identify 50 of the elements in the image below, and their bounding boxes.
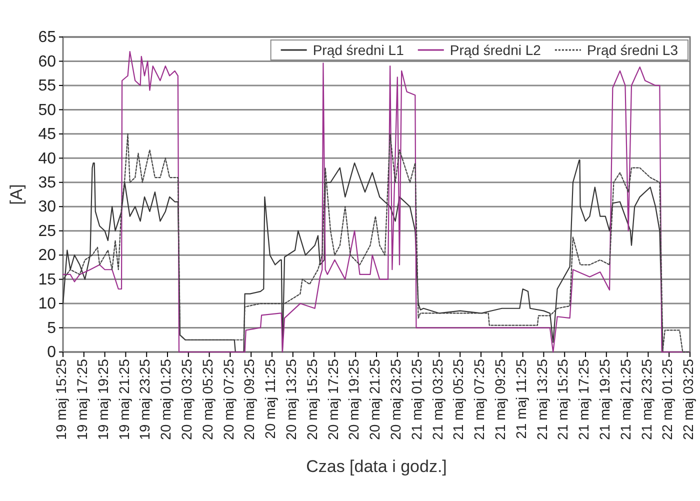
x-tick-label: 20 maj 03:25: [178, 358, 194, 440]
y-tick-label: 45: [38, 126, 56, 144]
legend-label: Prąd średni L2: [450, 42, 542, 58]
x-tick-label: 19 maj 15:25: [53, 358, 70, 440]
y-tick-label: 35: [38, 174, 56, 192]
y-tick-label: 60: [38, 53, 56, 70]
x-tick-label: 21 maj 11:25: [512, 358, 529, 439]
x-tick-label: 21 maj 23:25: [638, 358, 654, 440]
x-tick-label: 21 maj 15:25: [554, 358, 571, 440]
x-tick-label: 22 maj 01:25: [659, 358, 676, 440]
y-tick-label: 15: [38, 271, 56, 288]
y-tick-label: 50: [38, 102, 56, 119]
x-tick-label: 20 maj 09:25: [241, 358, 258, 440]
x-tick-label: 19 maj 19:25: [94, 358, 111, 440]
y-tick-label: 25: [38, 222, 56, 240]
x-tick-label: 21 maj 01:25: [408, 358, 424, 440]
x-tick-label: 19 maj 23:25: [136, 358, 153, 440]
y-tick-label: 40: [38, 150, 56, 168]
x-tick-label: 19 maj 17:25: [74, 358, 90, 440]
x-tick-label: 19 maj 21:25: [116, 358, 132, 440]
y-tick-label: 30: [38, 198, 56, 216]
x-tick-label: 20 maj 07:25: [220, 358, 236, 440]
y-tick-label: 0: [47, 344, 56, 362]
x-tick-label: 20 maj 17:25: [324, 358, 341, 440]
x-tick-label: 21 maj 21:25: [617, 358, 634, 440]
legend-label: Prąd średni L3: [586, 42, 678, 58]
y-tick-label: 65: [38, 29, 56, 46]
x-tick-label: 21 maj 03:25: [429, 358, 446, 440]
legend-label: Prąd średni L1: [312, 42, 404, 58]
x-tick-label: 22 maj 03:25: [680, 358, 696, 440]
x-axis-title: Czas [data i godz.]: [306, 457, 447, 476]
x-tick-label: 20 maj 23:25: [388, 358, 404, 440]
x-tick-label: 20 maj 19:25: [346, 358, 362, 440]
x-tick-label: 21 maj 19:25: [596, 358, 612, 440]
x-tick-label: 20 maj 15:25: [304, 358, 320, 440]
x-tick-label: 21 maj 13:25: [534, 358, 550, 440]
x-tick-label: 20 maj 11:25: [262, 358, 278, 439]
x-tick-label: 21 maj 17:25: [576, 358, 592, 440]
y-tick-label: 5: [47, 320, 56, 337]
x-tick-label: 20 maj 01:25: [158, 358, 174, 440]
y-tick-label: 20: [38, 247, 56, 264]
x-tick-label: 20 maj 13:25: [283, 358, 299, 440]
y-tick-label: 10: [38, 296, 56, 313]
x-tick-label: 21 maj 07:25: [471, 358, 488, 440]
x-tick-label: 20 maj 21:25: [366, 358, 383, 440]
x-tick-label: 21 maj 05:25: [450, 358, 466, 440]
x-tick-label: 21 maj 09:25: [492, 358, 508, 440]
y-axis-title: [A]: [7, 184, 26, 205]
x-tick-label: 20 maj 05:25: [199, 358, 216, 440]
y-tick-label: 55: [38, 78, 56, 95]
